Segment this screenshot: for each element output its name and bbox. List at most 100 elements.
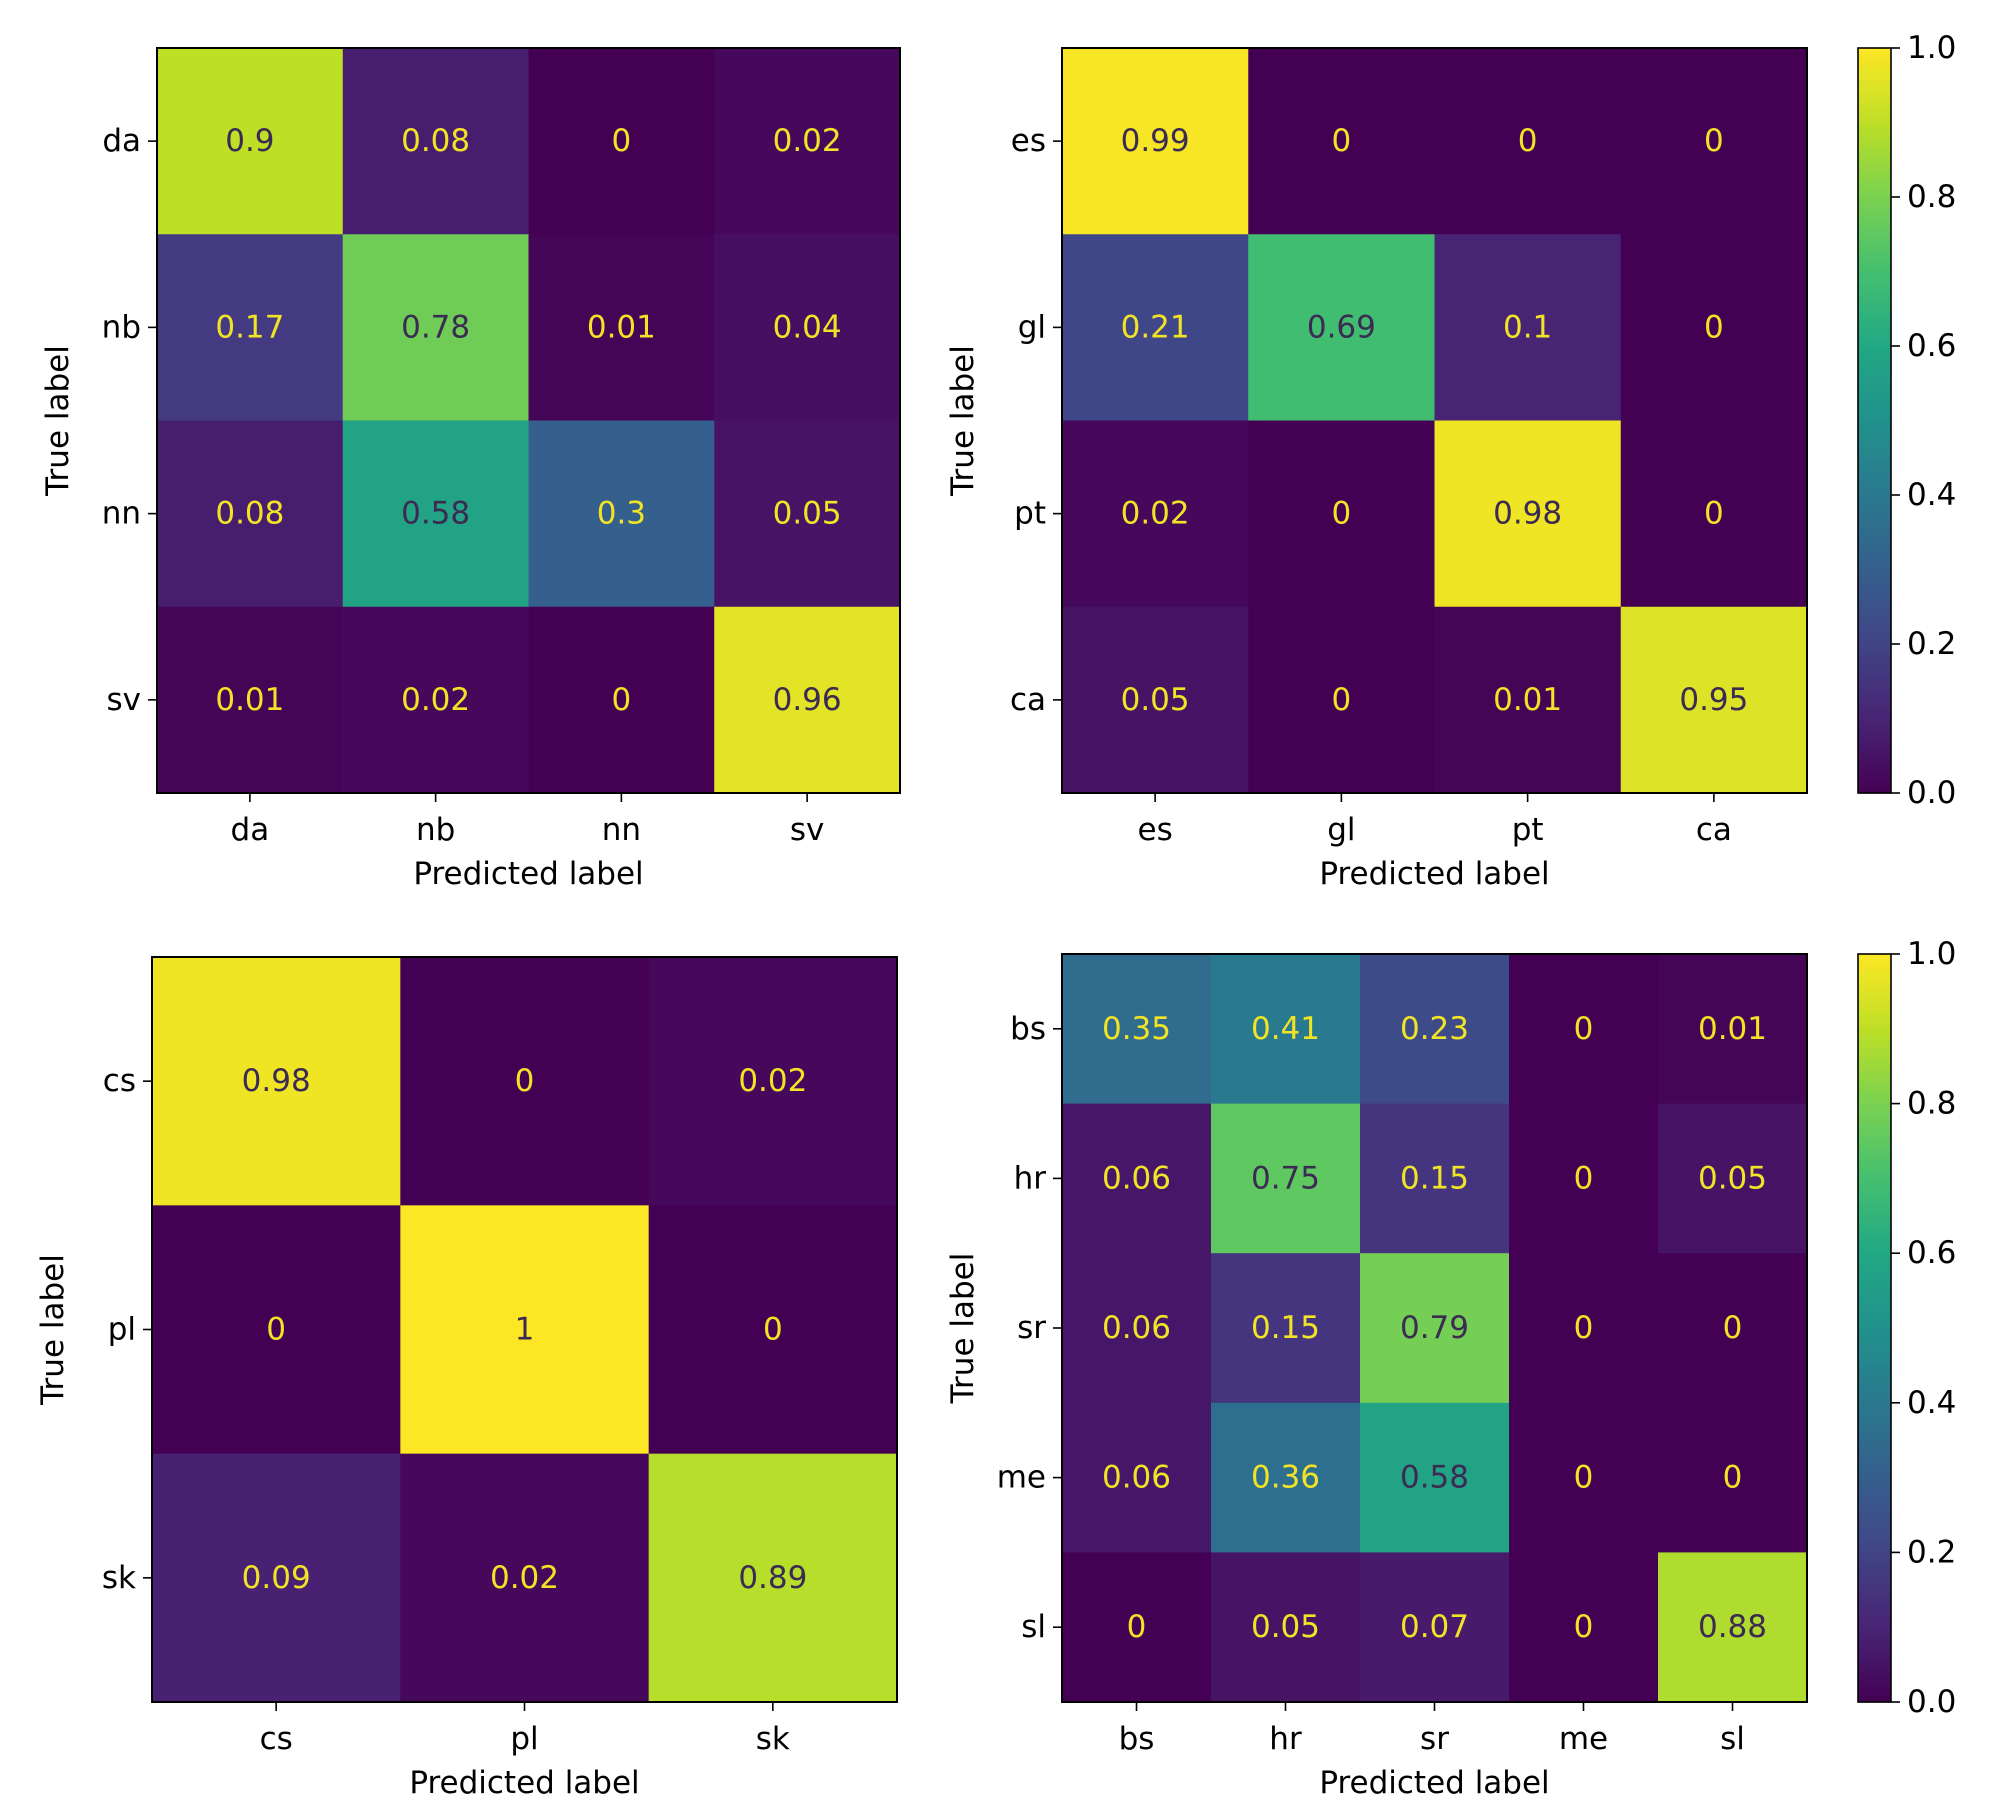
x-axis-label: Predicted label: [1319, 1765, 1549, 1801]
colorbar-segment: [1858, 1178, 1891, 1186]
heatmap-cell: [152, 1453, 401, 1703]
colorbar-segment: [1858, 321, 1891, 328]
heatmap-cell: [157, 234, 344, 421]
colorbar-segment: [1858, 960, 1891, 968]
colorbar-segment: [1858, 737, 1891, 744]
colorbar-segment: [1858, 1521, 1891, 1529]
colorbar-segment: [1858, 637, 1891, 645]
heatmap-cell: [1658, 1253, 1808, 1404]
colorbar-segment: [1858, 1197, 1891, 1204]
colorbar-frame: [1857, 953, 1892, 1703]
colorbar-segment: [1858, 538, 1891, 546]
colorbar-segment: [1858, 780, 1891, 788]
colorbar-segment: [1858, 327, 1891, 335]
cell-value-label: 0.15: [1400, 1160, 1469, 1196]
cell-value-label: 0.06: [1102, 1310, 1171, 1346]
colorbar-segment: [1858, 1253, 1891, 1261]
colorbar-segment: [1858, 1614, 1891, 1622]
colorbar-segment: [1858, 662, 1891, 670]
heatmap-cell: [1434, 48, 1622, 235]
colorbar-segment: [1858, 72, 1891, 80]
colorbar-tick-label: 0.2: [1907, 626, 1956, 662]
colorbar-segment: [1858, 1222, 1891, 1229]
colorbar-segment: [1858, 718, 1891, 726]
colorbar-segment: [1858, 730, 1891, 738]
colorbar-segment: [1858, 308, 1891, 316]
cell-value-label: 0.02: [1121, 496, 1190, 532]
x-tick-label: da: [231, 812, 270, 848]
heatmap-cell: [1620, 606, 1808, 794]
x-tick-label: pt: [1512, 812, 1544, 848]
colorbar-tick-label: 0.8: [1907, 179, 1956, 215]
colorbar-segment: [1858, 1490, 1891, 1497]
colorbar-segment: [1858, 221, 1891, 229]
heatmap-cell: [1620, 420, 1808, 608]
colorbar-segment: [1858, 197, 1891, 204]
heatmap-cell: [400, 1205, 650, 1455]
cell-value-label: 0: [612, 123, 632, 159]
colorbar-segment: [1858, 184, 1891, 192]
colorbar-segment: [1858, 1446, 1891, 1454]
cell-value-label: 0.21: [1121, 309, 1190, 345]
x-tick-label: sk: [756, 1721, 790, 1757]
heatmap-cell: [1211, 1253, 1361, 1404]
axes-frame: [1061, 47, 1808, 794]
colorbar-segment: [1858, 1589, 1891, 1597]
colorbar-segment: [1858, 1564, 1891, 1572]
colorbar-segment: [1858, 79, 1891, 86]
heatmap-cell: [1062, 1402, 1212, 1553]
colorbar-segment: [1858, 408, 1891, 415]
colorbar-segment: [1858, 1334, 1891, 1342]
colorbar-segment: [1858, 991, 1891, 999]
colorbar-segment: [1858, 1359, 1891, 1366]
colorbar-segment: [1858, 1128, 1891, 1136]
cell-value-label: 0.89: [738, 1560, 807, 1596]
heatmap-cell: [342, 420, 529, 608]
colorbar-segment: [1858, 1477, 1891, 1485]
colorbar-segment: [1858, 1303, 1891, 1310]
colorbar-segment: [1858, 1022, 1891, 1030]
colorbar-segment: [1858, 966, 1891, 974]
cell-value-label: 0.01: [215, 682, 284, 718]
colorbar-segment: [1858, 153, 1891, 161]
colorbar-segment: [1858, 656, 1891, 664]
y-tick-label: sr: [1017, 1310, 1046, 1346]
colorbar-segment: [1858, 1683, 1891, 1691]
colorbar-tick-label: 0.6: [1907, 1235, 1956, 1271]
colorbar-segment: [1858, 395, 1891, 403]
colorbar-segment: [1858, 463, 1891, 471]
heatmap-cell: [1658, 1552, 1808, 1703]
colorbar-segment: [1858, 1315, 1891, 1323]
heatmap-cell: [1211, 1103, 1361, 1254]
colorbar-segment: [1858, 1165, 1891, 1173]
heatmap-cell: [1620, 234, 1808, 421]
colorbar-tick-label: 0.6: [1907, 328, 1956, 364]
heatmap-cell: [1509, 1253, 1659, 1404]
colorbar: 0.0 0.2 0.4 0.6 0.8 1.0: [1857, 936, 1956, 1720]
colorbar-segment: [1858, 290, 1891, 297]
y-axis-label: True label: [35, 1254, 71, 1406]
colorbar: 0.0 0.2 0.4 0.6 0.8 1.0: [1857, 30, 1956, 811]
heatmap-cell: [1360, 954, 1510, 1105]
colorbar-segment: [1858, 575, 1891, 583]
colorbar-segment: [1858, 1602, 1891, 1610]
colorbar-segment: [1858, 606, 1891, 614]
cell-value-label: 0: [612, 682, 632, 718]
cell-value-label: 0.02: [490, 1560, 559, 1596]
cell-value-label: 0.05: [1251, 1609, 1320, 1645]
heatmap-cell: [157, 420, 344, 608]
heatmap-cell: [400, 957, 650, 1206]
colorbar-segment: [1858, 588, 1891, 595]
colorbar-segment: [1858, 1234, 1891, 1242]
colorbar-segment: [1858, 495, 1891, 502]
colorbar-segment: [1858, 1296, 1891, 1304]
colorbar-segment: [1858, 401, 1891, 409]
colorbar-segment: [1858, 426, 1891, 434]
colorbar-segment: [1858, 1571, 1891, 1578]
cell-value-label: 0.95: [1679, 682, 1748, 718]
colorbar-segment: [1858, 774, 1891, 782]
colorbar-segment: [1858, 693, 1891, 701]
colorbar-segment: [1858, 1458, 1891, 1466]
y-tick-label: me: [997, 1460, 1046, 1496]
colorbar-segment: [1858, 346, 1891, 353]
